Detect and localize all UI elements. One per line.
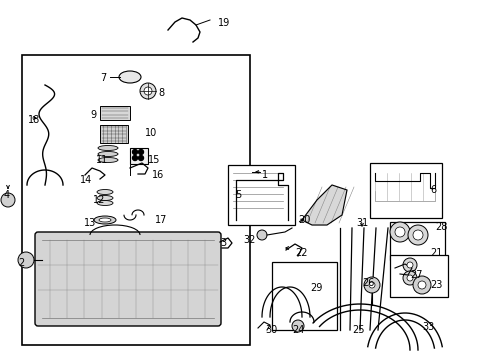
Circle shape	[412, 230, 422, 240]
Ellipse shape	[97, 189, 113, 194]
Ellipse shape	[97, 195, 113, 201]
Circle shape	[368, 282, 374, 288]
FancyBboxPatch shape	[35, 232, 221, 326]
Text: 17: 17	[155, 215, 167, 225]
Bar	[227, 165, 294, 225]
Circle shape	[417, 281, 425, 289]
Circle shape	[138, 156, 143, 161]
Text: 9: 9	[90, 110, 96, 120]
Ellipse shape	[97, 201, 113, 206]
Bar	[271, 262, 336, 330]
Circle shape	[257, 230, 266, 240]
Text: 14: 14	[80, 175, 92, 185]
Ellipse shape	[99, 218, 111, 222]
Text: 11: 11	[96, 155, 108, 165]
Text: 12: 12	[93, 195, 105, 205]
Text: 1: 1	[262, 170, 267, 180]
Ellipse shape	[94, 216, 116, 224]
Text: 30: 30	[264, 325, 277, 335]
Bar	[100, 125, 128, 143]
Circle shape	[138, 149, 143, 154]
Text: 31: 31	[355, 218, 367, 228]
Text: 28: 28	[434, 222, 447, 232]
Text: 33: 33	[421, 322, 433, 332]
Circle shape	[407, 225, 427, 245]
Bar	[22, 55, 249, 345]
Ellipse shape	[98, 145, 118, 150]
Circle shape	[140, 83, 156, 99]
Text: 19: 19	[218, 18, 230, 28]
Circle shape	[291, 320, 304, 332]
Bar	[369, 163, 441, 218]
Circle shape	[132, 156, 137, 161]
Bar	[130, 148, 148, 164]
Text: 26: 26	[361, 278, 374, 288]
Text: 22: 22	[294, 248, 307, 258]
Ellipse shape	[119, 71, 141, 83]
Text: 32: 32	[243, 235, 255, 245]
Text: 23: 23	[429, 280, 442, 290]
Circle shape	[412, 276, 430, 294]
Ellipse shape	[98, 152, 118, 157]
Text: 29: 29	[309, 283, 322, 293]
Text: 3: 3	[220, 238, 225, 248]
Circle shape	[18, 252, 34, 268]
Ellipse shape	[98, 158, 118, 162]
Bar	[389, 222, 444, 260]
Circle shape	[363, 277, 379, 293]
Text: 16: 16	[152, 170, 164, 180]
Text: 6: 6	[429, 185, 435, 195]
Text: 13: 13	[84, 218, 96, 228]
Circle shape	[406, 262, 412, 268]
Circle shape	[402, 271, 416, 285]
Circle shape	[1, 193, 15, 207]
Circle shape	[406, 275, 412, 281]
Text: 5: 5	[235, 190, 241, 200]
Text: 15: 15	[148, 155, 160, 165]
Circle shape	[394, 227, 404, 237]
Circle shape	[389, 222, 409, 242]
Text: 2: 2	[18, 258, 24, 268]
Bar	[100, 106, 130, 120]
Text: 10: 10	[145, 128, 157, 138]
Circle shape	[143, 87, 152, 95]
Text: 18: 18	[28, 115, 40, 125]
Circle shape	[402, 258, 416, 272]
Text: 4: 4	[4, 190, 10, 200]
Polygon shape	[302, 185, 346, 225]
Text: 21: 21	[429, 248, 442, 258]
Bar	[389, 255, 447, 297]
Text: 20: 20	[297, 215, 310, 225]
Circle shape	[132, 149, 137, 154]
Text: 25: 25	[351, 325, 364, 335]
Text: 27: 27	[409, 270, 422, 280]
Text: 8: 8	[158, 88, 164, 98]
Text: 24: 24	[291, 325, 304, 335]
Text: 7: 7	[100, 73, 106, 83]
